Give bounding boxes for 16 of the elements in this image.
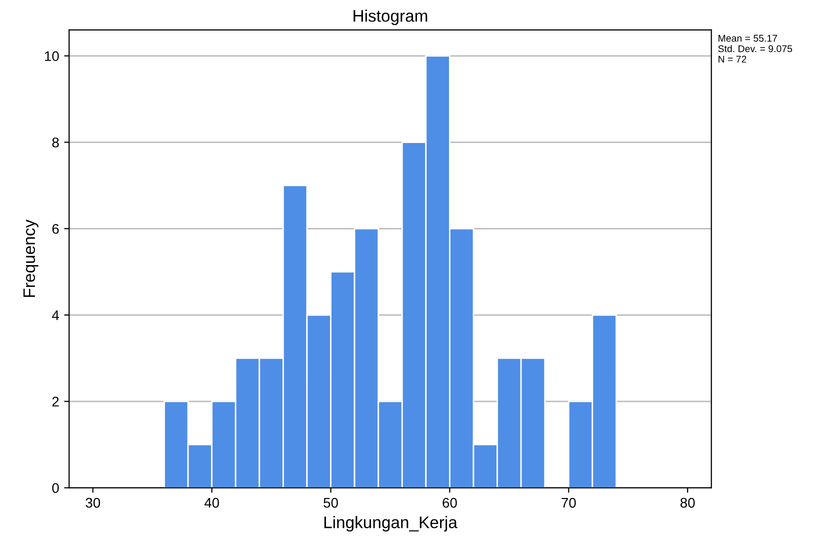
- x-tick-label: 60: [442, 498, 457, 508]
- y-tick-label: 6: [52, 224, 59, 234]
- x-tick-label: 70: [562, 498, 576, 508]
- text: Mean = 55.17 Std. Dev. = 9.075 N = 72: [718, 34, 792, 63]
- x-tick-label: 40: [204, 498, 220, 508]
- y-tick-label: 10: [44, 51, 59, 62]
- y-tick-label: 2: [52, 396, 59, 406]
- y-tick-label: 8: [52, 138, 59, 148]
- y-tick-label: 0: [52, 483, 59, 493]
- x-tick-label: 80: [680, 498, 695, 508]
- y-tick-label: 4: [52, 310, 59, 320]
- x-axis-title: Lingkungan_Kerja: [324, 516, 458, 532]
- x-tick-label: 50: [324, 498, 338, 508]
- chart-title: Histogram: [354, 10, 428, 26]
- y-axis-title: Frequency: [23, 220, 38, 297]
- x-tick-label: 30: [86, 498, 100, 508]
